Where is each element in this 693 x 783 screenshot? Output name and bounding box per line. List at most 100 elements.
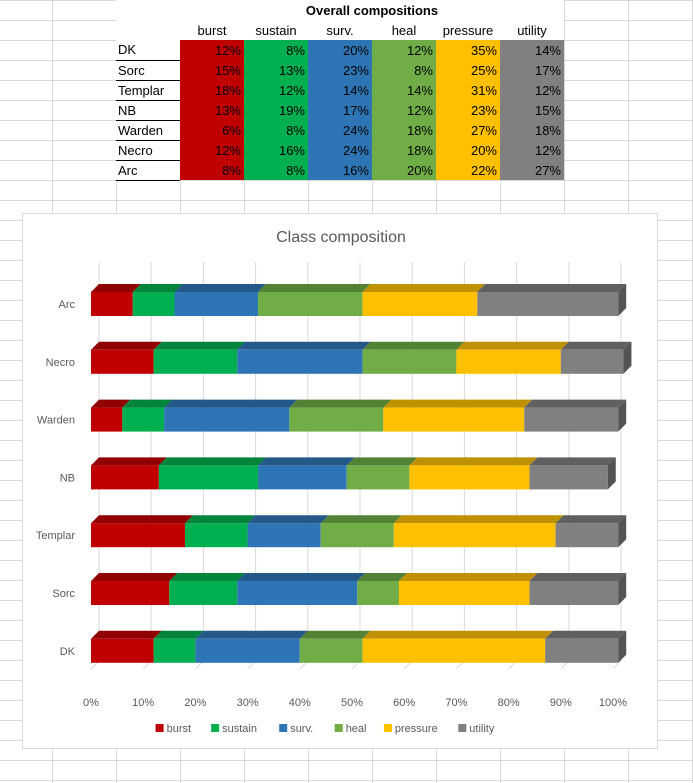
- bar-segment-front: [237, 349, 363, 374]
- row-label[interactable]: Warden: [116, 120, 180, 141]
- bar-segment: [524, 399, 627, 432]
- table-header-row: burst sustain surv. heal pressure utility: [116, 20, 564, 40]
- chart-area[interactable]: Class composition 0% 10% 20% 30% 40% 50% 60% 70%…: [22, 213, 658, 749]
- legend-label: heal: [346, 723, 367, 735]
- row-label[interactable]: DK: [116, 40, 180, 61]
- bar-segment: [91, 515, 193, 548]
- chart-title: Class composition: [276, 229, 406, 246]
- value-cell[interactable]: 20%: [308, 40, 372, 60]
- bar-segment: [195, 630, 308, 663]
- table-row: DK 12% 8% 20% 12% 35% 14%: [116, 40, 564, 61]
- value-cell[interactable]: 13%: [244, 60, 308, 80]
- value-cell[interactable]: 17%: [500, 60, 564, 80]
- value-cell[interactable]: 12%: [180, 140, 244, 160]
- y-category-label: DK: [60, 646, 76, 658]
- value-cell[interactable]: 8%: [180, 160, 244, 180]
- value-cell[interactable]: 19%: [244, 100, 308, 120]
- value-cell[interactable]: 22%: [436, 160, 500, 180]
- bar-segment-top: [195, 630, 308, 639]
- bar-segment-top: [529, 457, 616, 466]
- bar-segment: [91, 630, 162, 663]
- value-cell[interactable]: 18%: [372, 120, 436, 140]
- bar-segment: [247, 515, 329, 548]
- column-header[interactable]: sustain: [244, 20, 308, 40]
- value-cell[interactable]: 12%: [372, 100, 436, 120]
- column-header[interactable]: surv.: [308, 20, 372, 40]
- bar-segment-front: [174, 292, 259, 316]
- bar-segment-front: [158, 465, 259, 490]
- bar-segment-top: [383, 399, 533, 408]
- value-cell[interactable]: 17%: [308, 100, 372, 120]
- value-cell[interactable]: 12%: [500, 80, 564, 100]
- row-label[interactable]: Arc: [116, 160, 180, 181]
- value-cell[interactable]: 23%: [308, 60, 372, 80]
- value-cell[interactable]: 13%: [180, 100, 244, 120]
- value-cell[interactable]: 14%: [308, 80, 372, 100]
- value-cell[interactable]: 18%: [180, 80, 244, 100]
- value-cell[interactable]: 14%: [372, 80, 436, 100]
- value-cell[interactable]: 8%: [244, 40, 308, 60]
- bar-segment: [184, 515, 256, 548]
- value-cell[interactable]: 16%: [244, 140, 308, 160]
- value-cell[interactable]: 12%: [372, 40, 436, 60]
- bar-segment: [320, 515, 402, 548]
- bar-segment-top: [164, 399, 298, 408]
- bar-segment-top: [122, 399, 173, 408]
- value-cell[interactable]: 15%: [180, 60, 244, 80]
- bar-segment: [91, 341, 162, 374]
- value-cell[interactable]: 15%: [500, 100, 564, 120]
- bar-segment-front: [362, 638, 546, 663]
- value-cell[interactable]: 18%: [500, 120, 564, 140]
- bar-segment-front: [91, 349, 154, 374]
- value-cell[interactable]: 18%: [372, 140, 436, 160]
- bar-segment-front: [524, 407, 619, 432]
- bar-segment-front: [91, 292, 133, 316]
- value-cell[interactable]: 27%: [436, 120, 500, 140]
- bar-segment: [164, 399, 298, 432]
- value-cell[interactable]: 25%: [436, 60, 500, 80]
- bar-segment-front: [529, 465, 608, 490]
- column-header[interactable]: pressure: [436, 20, 500, 40]
- bar-segment-front: [153, 349, 238, 374]
- x-tick-label: 0%: [83, 697, 99, 709]
- bar-segment: [258, 457, 355, 490]
- bar-segment: [529, 457, 616, 490]
- x-tick-label: 90%: [550, 697, 572, 709]
- legend-swatch: [383, 724, 392, 732]
- column-header[interactable]: heal: [372, 20, 436, 40]
- row-label[interactable]: NB: [116, 100, 180, 121]
- bar-segment-top: [158, 457, 267, 466]
- row-label[interactable]: Necro: [116, 140, 180, 161]
- value-cell[interactable]: 8%: [244, 120, 308, 140]
- value-cell[interactable]: 24%: [308, 120, 372, 140]
- value-cell[interactable]: 6%: [180, 120, 244, 140]
- value-cell[interactable]: 31%: [436, 80, 500, 100]
- value-cell[interactable]: 20%: [436, 140, 500, 160]
- row-label[interactable]: Templar: [116, 80, 180, 101]
- bar-segment: [158, 457, 267, 490]
- value-cell[interactable]: 8%: [372, 60, 436, 80]
- value-cell[interactable]: 24%: [308, 140, 372, 160]
- legend-label: burst: [167, 723, 191, 735]
- x-tick-label: 80%: [498, 697, 520, 709]
- bar-segment: [560, 341, 632, 374]
- class-composition-chart: Class composition 0% 10% 20% 30% 40% 50% 60% 70%…: [36, 229, 632, 735]
- value-cell[interactable]: 12%: [244, 80, 308, 100]
- bar-segment-top: [153, 341, 246, 350]
- table-row: Templar 18% 12% 14% 14% 31% 12%: [116, 80, 564, 101]
- row-label[interactable]: Sorc: [116, 60, 180, 81]
- column-header[interactable]: burst: [180, 20, 244, 40]
- column-header[interactable]: utility: [500, 20, 564, 40]
- value-cell[interactable]: 12%: [180, 40, 244, 60]
- value-cell[interactable]: 23%: [436, 100, 500, 120]
- value-cell[interactable]: 16%: [308, 160, 372, 180]
- value-cell[interactable]: 20%: [372, 160, 436, 180]
- value-cell[interactable]: 8%: [244, 160, 308, 180]
- bar-segment-top: [237, 573, 366, 581]
- bar-segment-top: [289, 399, 392, 408]
- value-cell[interactable]: 35%: [436, 40, 500, 60]
- bar-segment-top: [409, 457, 538, 466]
- value-cell[interactable]: 12%: [500, 140, 564, 160]
- value-cell[interactable]: 27%: [500, 160, 564, 180]
- value-cell[interactable]: 14%: [500, 40, 564, 60]
